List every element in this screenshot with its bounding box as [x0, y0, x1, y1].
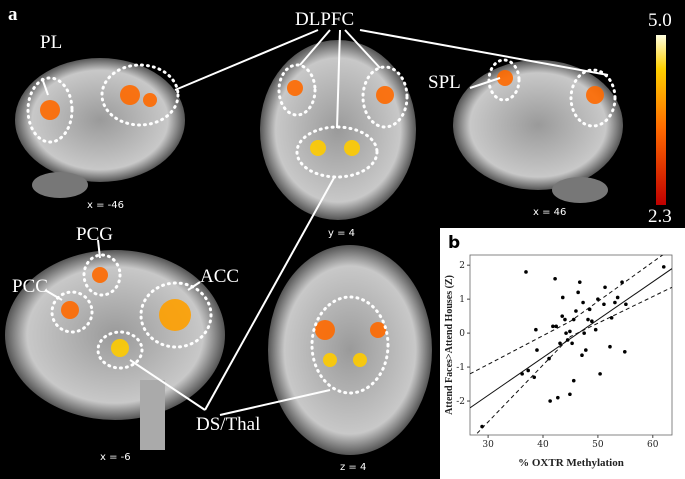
x-tick-label: 50 [592, 440, 604, 450]
colorbar-min: 2.3 [648, 206, 672, 227]
connectors [41, 29, 609, 416]
data-point [526, 368, 530, 373]
slice-coordinate: z = 4 [340, 462, 366, 473]
data-point [553, 276, 557, 281]
region-label: PCG [76, 224, 113, 245]
data-point [534, 327, 538, 332]
panel-label: a [8, 4, 18, 25]
data-point [580, 353, 584, 357]
x-tick-label: 30 [482, 440, 494, 450]
region-label: SPL [428, 72, 461, 93]
data-point [624, 302, 628, 307]
data-point [608, 344, 612, 349]
data-point [615, 295, 620, 300]
data-point [571, 378, 576, 383]
data-point [565, 338, 570, 342]
y-tick-label: -2 [456, 397, 465, 407]
data-point [568, 392, 572, 397]
slice-coordinate: x = -6 [100, 452, 131, 463]
data-point [581, 300, 585, 305]
x-tick-label: 40 [537, 440, 549, 450]
data-point [558, 341, 562, 346]
data-point [661, 265, 666, 269]
region-label: PL [40, 32, 62, 53]
data-point [560, 295, 565, 300]
data-point [535, 348, 539, 352]
x-tick-label: 60 [647, 440, 659, 450]
y-tick-label: 0 [459, 329, 465, 339]
data-point [577, 280, 582, 284]
data-point [563, 317, 567, 322]
region-label: ACC [200, 266, 239, 287]
colorbar-max: 5.0 [648, 10, 672, 31]
y-axis-label: Attend Faces>Attend Houses (Z) [444, 275, 455, 415]
data-point [582, 331, 586, 335]
data-point [551, 324, 555, 329]
slice-coordinate: x = -46 [87, 200, 124, 211]
data-point [603, 285, 607, 290]
data-point [622, 349, 627, 354]
data-point [587, 307, 592, 312]
data-point [568, 329, 572, 334]
data-point [520, 372, 524, 376]
data-point [620, 280, 624, 284]
data-point [548, 399, 552, 403]
data-point [593, 327, 598, 332]
data-point [590, 319, 594, 324]
data-point [576, 290, 580, 295]
data-point [598, 372, 602, 376]
data-point [586, 317, 590, 322]
activations [40, 70, 604, 367]
data-point [547, 356, 551, 361]
slice-coordinate: y = 4 [328, 228, 355, 239]
data-point [532, 375, 537, 380]
data-point [609, 316, 614, 320]
confidence-band [470, 255, 664, 375]
data-point [571, 317, 576, 322]
data-point [480, 424, 484, 429]
colorbar [656, 35, 666, 205]
data-point [584, 348, 588, 352]
region-label: DS/Thal [196, 414, 260, 435]
x-axis-label: % OXTR Methylation [518, 457, 624, 469]
data-point [602, 302, 606, 307]
slice-coordinate: x = 46 [533, 207, 566, 218]
data-point [570, 341, 574, 346]
data-point [554, 324, 558, 329]
plot-frame [469, 254, 673, 436]
data-point [524, 270, 528, 274]
brain-images [5, 40, 623, 455]
y-tick-label: -1 [456, 363, 465, 373]
data-point [596, 297, 600, 301]
roi-outlines [26, 58, 617, 395]
region-label: PCC [12, 276, 48, 297]
y-tick-label: 2 [459, 261, 465, 271]
data-point [560, 314, 565, 318]
data-point [564, 331, 568, 335]
data-point [556, 395, 560, 400]
confidence-band [476, 286, 672, 434]
panel-label: b [448, 233, 460, 253]
y-tick-label: 1 [459, 295, 465, 305]
data-point [574, 309, 578, 313]
panel-b-background [440, 228, 685, 479]
regression-line [470, 268, 672, 409]
data-point [613, 300, 617, 305]
region-label: DLPFC [295, 9, 354, 30]
